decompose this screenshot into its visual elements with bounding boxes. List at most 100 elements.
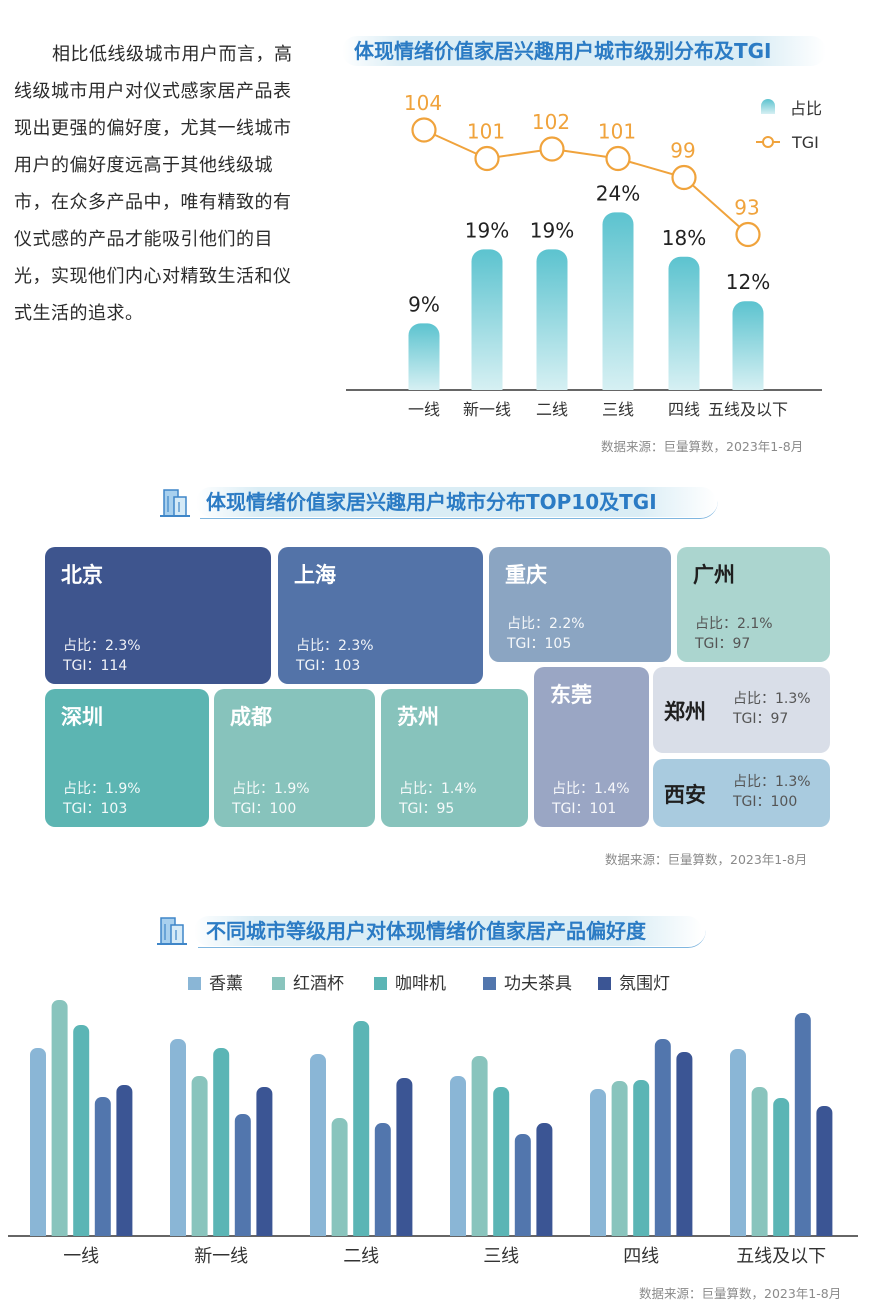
city-tgi: TGI：101 — [552, 801, 617, 817]
city-tile: 苏州 占比：1.4% TGI：95 — [381, 689, 528, 827]
chart1-bar-label: 19% — [465, 218, 509, 242]
chart3-bar — [191, 1076, 208, 1236]
legend-swatch — [272, 977, 285, 990]
chart2-title: 体现情绪价值家居兴趣用户城市分布TOP10及TGI — [206, 490, 657, 514]
chart3-bar — [30, 1048, 46, 1236]
city-tgi: TGI：114 — [63, 658, 128, 674]
chart1-tgi-label: 99 — [670, 139, 695, 163]
city-tgi: TGI：97 — [695, 636, 751, 652]
chart3-bar — [256, 1087, 273, 1236]
city-tile: 重庆占比：2.2% TGI：105 — [489, 547, 671, 662]
chart3-bar — [213, 1048, 230, 1236]
chart3-legend: 香薰 红酒杯 咖啡机 功夫茶具 氛围灯 — [0, 969, 878, 995]
chart1-x-tick-label: 三线 — [602, 400, 634, 419]
chart3-x-tick-label: 四线 — [623, 1246, 659, 1267]
city-tgi: TGI：100 — [232, 801, 297, 817]
chart2-building-icon — [158, 486, 192, 520]
city-tile: 西安 占比：1.3% TGI：100 — [653, 759, 830, 827]
chart3-bar — [676, 1052, 693, 1236]
chart3-bar — [730, 1049, 746, 1236]
chart1-bar — [408, 323, 440, 390]
chart1-bar — [732, 301, 764, 390]
chart3-x-tick-label: 一线 — [63, 1246, 99, 1267]
chart1-x-tick-label: 五线及以下 — [708, 400, 788, 419]
chart1-tgi-label: 102 — [532, 110, 570, 134]
chart3-title-underline — [198, 929, 706, 948]
chart1-x-tick-label: 一线 — [408, 400, 440, 419]
chart1-tgi-point — [735, 221, 761, 248]
chart3-bar — [450, 1076, 466, 1236]
chart3-legend-item: 功夫茶具 — [483, 969, 572, 994]
chart3-bar — [611, 1081, 628, 1236]
chart3-bar — [633, 1080, 650, 1236]
legend-label: 氛围灯 — [619, 974, 670, 994]
chart3-bar — [94, 1097, 111, 1236]
legend-swatch — [188, 977, 201, 990]
chart1-bar — [471, 249, 503, 390]
chart1-source: 数据来源：巨量算数，2023年1-8月 — [601, 439, 804, 454]
chart3-bar — [751, 1087, 768, 1236]
city-name: 重庆 — [505, 563, 547, 587]
chart3-bar — [816, 1106, 833, 1236]
chart2-source: 数据来源：巨量算数，2023年1-8月 — [605, 852, 808, 867]
chart1-bar — [536, 249, 568, 390]
chart1-bar-label: 19% — [530, 218, 574, 242]
city-tgi: TGI：105 — [507, 636, 572, 652]
chart3-legend-item: 咖啡机 — [374, 969, 446, 994]
legend-swatch — [598, 977, 611, 990]
chart3-bar — [471, 1056, 488, 1236]
city-share: 占比：1.3% — [733, 774, 811, 790]
chart3-title-banner: 不同城市等级用户对体现情绪价值家居产品偏好度 — [194, 916, 702, 946]
legend-label: 红酒杯 — [293, 974, 344, 994]
city-name: 深圳 — [61, 705, 103, 729]
chart1-x-tick-label: 新一线 — [463, 400, 511, 419]
chart1-bar-line-chart: 9% 一线 19% 新一线 19% 二线 24% 三线 18% 四线 12% 五线及以下 104 101 1… — [346, 91, 822, 419]
city-name: 西安 — [664, 783, 706, 807]
chart3-bar — [73, 1025, 90, 1236]
chart1-tgi-point — [411, 117, 437, 143]
chart1-bar-label: 18% — [662, 226, 706, 250]
legend-label: 咖啡机 — [395, 974, 446, 994]
city-name: 成都 — [230, 705, 272, 729]
chart3-bar — [331, 1118, 348, 1236]
legend-swatch — [374, 977, 387, 990]
chart1-tgi-label: 104 — [404, 91, 442, 115]
chart3-legend-item: 红酒杯 — [272, 969, 344, 994]
chart3-legend-item: 香薰 — [188, 969, 243, 994]
legend-label: 功夫茶具 — [504, 974, 572, 994]
city-name: 北京 — [61, 563, 103, 587]
chart1-bar — [668, 256, 700, 390]
chart2-title-underline — [200, 500, 718, 519]
chart1-legend-share: 占比 — [790, 99, 822, 118]
chart1-legend-bar-swatch — [761, 99, 775, 114]
chart1-tgi-label: 101 — [598, 120, 636, 144]
chart1-x-tick-label: 四线 — [668, 400, 700, 419]
chart1-title: 体现情绪价值家居兴趣用户城市级别分布及TGI — [354, 39, 772, 63]
city-share: 占比：2.2% — [507, 616, 585, 632]
chart3-building-icon — [155, 914, 189, 948]
chart3-bar — [170, 1039, 186, 1236]
city-name: 东莞 — [550, 683, 592, 707]
chart3-bar — [514, 1134, 531, 1236]
chart3-bar — [590, 1089, 606, 1236]
chart1-x-tick-label: 二线 — [536, 400, 568, 419]
chart1-legend-point-swatch — [762, 136, 774, 148]
chart3-x-tick-label: 三线 — [483, 1246, 519, 1267]
chart1-bar-label: 9% — [408, 292, 440, 316]
chart1-bar-label: 24% — [596, 181, 640, 205]
city-tgi: TGI：97 — [733, 711, 789, 727]
chart1-bar-label: 12% — [726, 270, 770, 294]
city-tile: 郑州 占比：1.3% TGI：97 — [653, 667, 830, 753]
chart3-bar — [116, 1085, 133, 1236]
chart3-x-tick-label: 新一线 — [194, 1246, 248, 1267]
chart3-bar — [654, 1039, 671, 1236]
chart3-bar — [310, 1054, 326, 1236]
city-tile: 北京 占比：2.3% TGI：114 — [45, 547, 271, 684]
chart1-legend-tgi: TGI — [791, 133, 819, 152]
chart3-bar — [374, 1123, 391, 1236]
chart3-bar — [51, 1000, 68, 1236]
chart3-bar — [773, 1098, 790, 1236]
chart3-bar — [396, 1078, 413, 1236]
chart3-bar — [536, 1123, 553, 1236]
chart1-tgi-label: 101 — [467, 120, 505, 144]
